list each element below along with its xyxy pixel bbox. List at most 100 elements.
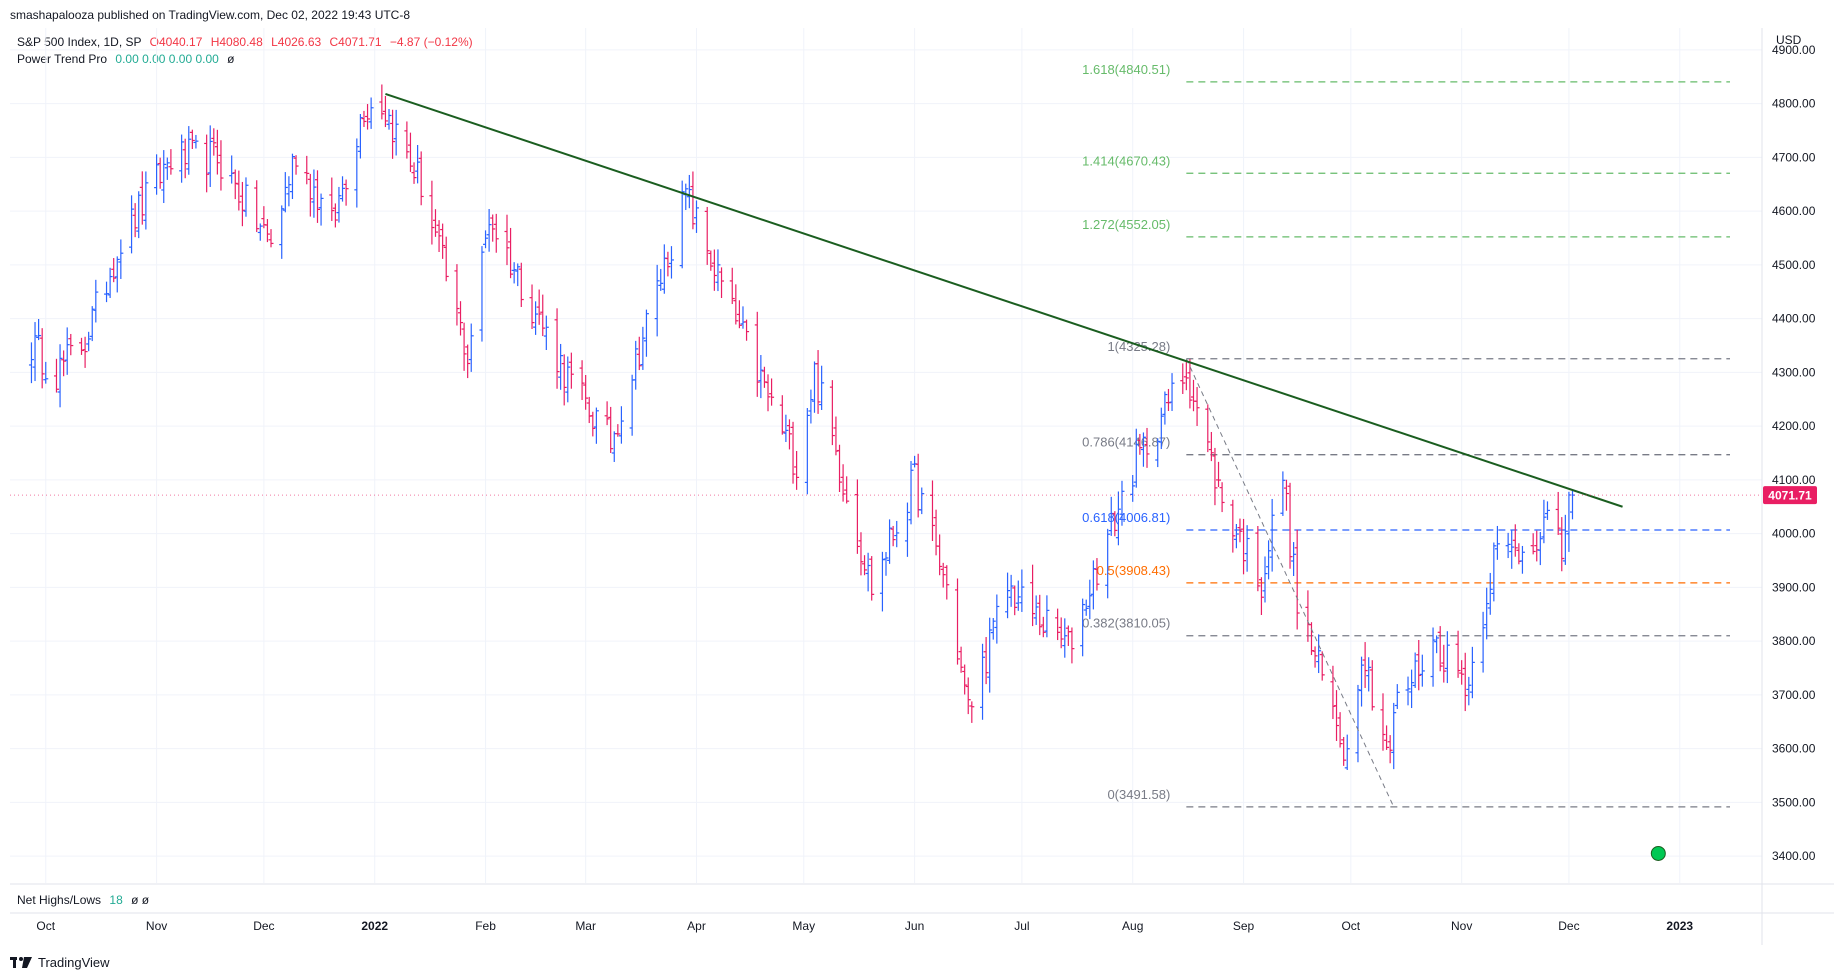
ohlc-bar	[293, 155, 299, 175]
ohlc-bar	[894, 520, 900, 548]
ohlc-bar	[568, 352, 574, 389]
ohlc-bar	[1162, 391, 1168, 425]
ohlc-bar	[79, 337, 85, 355]
ohlc-bar	[186, 126, 192, 175]
ohlc-bar	[211, 128, 217, 156]
ohlc-bar	[64, 327, 70, 375]
price-chart[interactable]: 3400.00 3500.00 3600.00 3700.00 3800.00 3900.…	[0, 0, 1834, 950]
ohlc-bar	[1544, 501, 1550, 520]
ohlc-bar	[711, 249, 717, 291]
ohlc-bar	[615, 424, 621, 437]
ohlc-bar	[1280, 471, 1286, 516]
ohlc-bar	[1566, 491, 1572, 552]
ohlc-bar	[1412, 652, 1418, 688]
ohlc-bar	[933, 509, 939, 556]
symbol-name[interactable]: S&P 500 Index, 1D, SP	[17, 35, 142, 49]
tradingview-logo-icon	[10, 957, 32, 968]
ohlc-bar	[1137, 433, 1143, 455]
ohlc-bar	[157, 157, 163, 189]
symbol-legend: S&P 500 Index, 1D, SP O4040.17 H4080.48 …	[17, 35, 473, 49]
ohlc-bar	[254, 180, 260, 233]
ohlc-bar	[654, 264, 660, 337]
ohlc-bar	[268, 229, 274, 248]
signal-dot	[1650, 845, 1666, 861]
ohlc-bar	[161, 150, 167, 204]
ohlc-bar	[53, 358, 59, 393]
ohlc-bar	[1069, 627, 1075, 664]
ohlc-bar	[929, 480, 935, 541]
ohlc-bar	[1334, 690, 1340, 741]
ohlc-bar	[790, 421, 796, 484]
ohlc-bar	[404, 121, 410, 159]
ohlc-bar	[1480, 611, 1486, 673]
ohlc-bar	[1244, 525, 1250, 572]
y-tick-label: 4800.00	[1772, 97, 1816, 111]
x-tick-label: Feb	[475, 919, 496, 933]
y-tick-label: 4900.00	[1772, 43, 1816, 57]
ohlc-bar	[1487, 572, 1493, 615]
ohlc-bar	[990, 618, 996, 640]
chart-axes: 3400.00 3500.00 3600.00 3700.00 3800.00 3900.…	[10, 28, 1834, 945]
ohlc-bar	[754, 311, 760, 397]
ohlc-bar	[1105, 528, 1111, 599]
ohlc-bar	[962, 664, 968, 695]
ohlc-bar	[214, 129, 220, 175]
ohlc-bar	[1037, 594, 1043, 636]
ohlc-bar	[1409, 669, 1415, 709]
ohlc-bar	[958, 646, 964, 673]
ohlc-bar	[1169, 373, 1175, 411]
ohlc-bar	[890, 525, 896, 547]
ohlc-bar	[640, 326, 646, 370]
ohlc-bar	[86, 331, 92, 352]
ohlc-bar	[744, 319, 750, 341]
ohlc-bar	[318, 193, 324, 226]
fib-level-label: 0.5(3908.43)	[1097, 563, 1171, 578]
ohlc-bar	[57, 344, 63, 408]
ohlc-bar	[1316, 634, 1322, 674]
indicator-legend: Power Trend Pro 0.00 0.00 0.00 0.00 ø	[17, 52, 235, 66]
chart-drawings	[10, 93, 1762, 861]
ohlc-bar	[118, 239, 124, 279]
ohlc-bar	[1419, 654, 1425, 687]
footer: TradingView	[10, 955, 110, 970]
ohlc-bar	[154, 154, 160, 195]
ohlc-bar	[129, 195, 135, 254]
ohlc-bar	[1337, 712, 1343, 748]
ohlc-bar	[715, 249, 721, 292]
close-value: C4071.71	[329, 35, 382, 49]
ohlc-bar	[1216, 461, 1222, 487]
indicator-suffix: ø	[227, 52, 235, 66]
y-tick-label: 3400.00	[1772, 849, 1816, 863]
ohlc-bar	[107, 267, 113, 298]
ohlc-bar	[1183, 360, 1189, 391]
ohlc-bar	[1158, 407, 1164, 450]
ohlc-bar	[1441, 644, 1447, 683]
ohlc-bar	[443, 236, 449, 282]
y-tick-label: 4200.00	[1772, 419, 1816, 433]
ohlc-bar	[1255, 525, 1261, 592]
y-tick-label: 4000.00	[1772, 527, 1816, 541]
ohlc-bar	[765, 374, 771, 412]
ohlc-bar	[28, 342, 34, 384]
sub-indicator-value: 18	[109, 893, 123, 907]
ohlc-bar	[1444, 631, 1450, 684]
ohlc-bar	[758, 355, 764, 399]
ohlc-bar	[461, 322, 467, 371]
ohlc-bar	[1115, 491, 1121, 546]
ohlc-bar	[43, 361, 49, 384]
indicator-name[interactable]: Power Trend Pro	[17, 52, 108, 66]
y-tick-label: 4500.00	[1772, 258, 1816, 272]
ohlc-bar	[693, 200, 699, 233]
ohlc-bar	[794, 451, 800, 490]
ohlc-bar	[969, 701, 975, 723]
ohlc-bar	[1119, 480, 1125, 526]
ohlc-bar	[1534, 530, 1540, 562]
ohlc-bar	[779, 395, 785, 435]
ohlc-bar	[937, 534, 943, 576]
ohlc-bar	[1133, 428, 1139, 488]
ohlc-bar	[1062, 618, 1068, 658]
sub-indicator-name[interactable]: Net Highs/Lows	[17, 893, 102, 907]
ohlc-bar	[1237, 518, 1243, 543]
ohlc-bar	[1341, 736, 1347, 766]
ohlc-bar	[332, 203, 338, 228]
